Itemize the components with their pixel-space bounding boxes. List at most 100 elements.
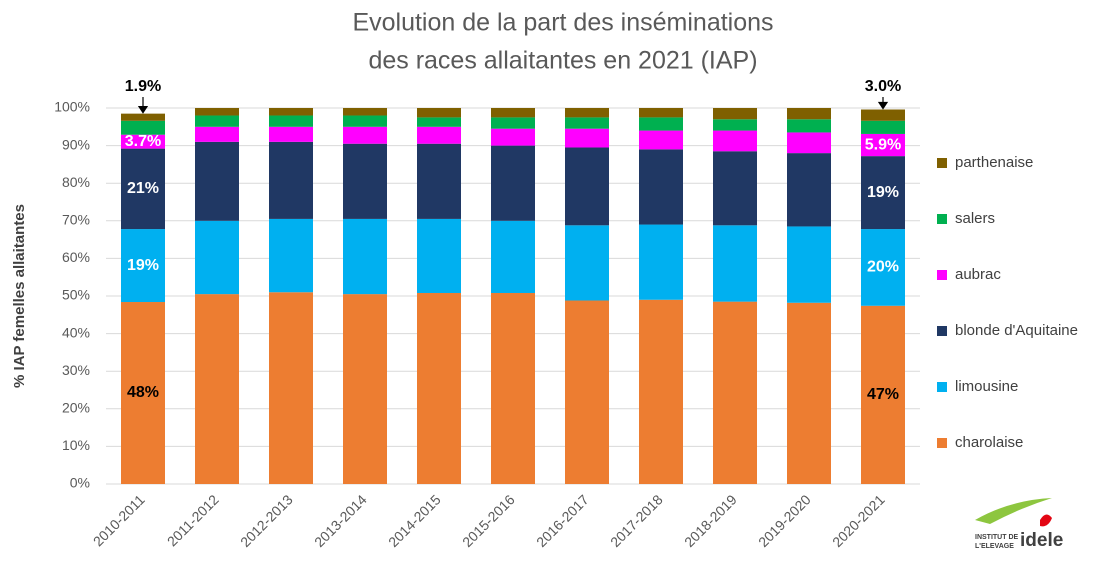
bar-segment [417,292,461,484]
logo-text: L'ELEVAGE [975,543,1014,550]
bar-segment [343,294,387,484]
legend-label: parthenaise [955,154,1033,171]
bar-segment [269,115,313,127]
bar-segment [787,302,831,484]
bar-segment [787,153,831,227]
x-tick-label: 2014-2015 [385,491,444,550]
bar-segment [639,130,683,150]
x-tick-label: 2010-2011 [90,491,148,549]
x-tick-label: 2011-2012 [164,491,222,549]
value-label: 3.0% [865,78,901,95]
y-tick-label: 0% [70,475,90,491]
bar-segment [713,151,757,226]
label-arrow [877,97,889,110]
y-tick-label: 60% [62,249,90,265]
chart-title: Evolution de la part des inséminations [352,9,773,37]
legend-swatch [937,438,947,448]
bar-segment [491,220,535,293]
bar-segment [713,119,757,131]
x-tick-label: 2015-2016 [459,491,518,550]
y-axis-label: % IAP femelles allaitantes [11,204,28,388]
bar-segment [417,218,461,293]
legend-swatch [937,214,947,224]
y-tick-label: 30% [62,362,90,378]
value-label: 20% [867,259,899,276]
bar-segment [565,147,609,226]
legend-label: limousine [955,378,1018,395]
x-tick-label: 2017-2018 [607,491,666,550]
bar-segment [195,115,239,127]
bar-segment [269,141,313,219]
bar-segment [417,108,461,118]
bar-segment [417,143,461,219]
bar-segment [861,305,905,484]
bar-segment [565,225,609,301]
bar-segment [491,108,535,118]
legend-label: blonde d'Aquitaine [955,322,1078,339]
legend-swatch [937,326,947,336]
bar-segment [713,108,757,120]
y-tick-label: 20% [62,400,90,416]
bar-segment [343,218,387,295]
bar-segment [861,156,905,230]
legend-label: salers [955,210,995,227]
bar-segment [861,109,905,121]
value-label: 5.9% [865,136,901,153]
bar-segment [343,143,387,219]
bar-segment [195,126,239,142]
bar-segment [195,220,239,295]
value-label: 1.9% [125,78,161,95]
bar-segment [565,108,609,118]
bar-segment [491,128,535,146]
logo-swoosh [975,498,1052,524]
bar-segment [639,108,683,118]
bar-segment [787,226,831,303]
x-tick-label: 2016-2017 [533,491,592,550]
bar-segment [343,108,387,116]
bar-segment [861,120,905,134]
y-tick-label: 70% [62,212,90,228]
bar-segment [639,299,683,484]
bar-segment [195,141,239,221]
bar-segment [195,108,239,116]
value-label: 48% [127,384,159,401]
bar-segment [269,292,313,484]
legend-swatch [937,158,947,168]
logo: INSTITUT DE L'ELEVAGE idele [975,498,1063,551]
y-tick-label: 100% [54,99,90,115]
bar-segment [343,115,387,127]
bar-segment [121,134,165,149]
logo-name: idele [1020,530,1063,551]
x-tick-label: 2012-2013 [237,491,296,550]
bar-segment [491,117,535,129]
y-tick-label: 90% [62,136,90,152]
bar-segment [121,302,165,484]
bar-segment [713,130,757,152]
legend-label: charolaise [955,434,1023,451]
bar-segment [639,117,683,131]
bar-segment [343,126,387,144]
logo-text: INSTITUT DE [975,534,1018,541]
bar-segment [269,108,313,116]
y-tick-label: 40% [62,324,90,340]
bar-segment [417,117,461,127]
bar-segment [713,225,757,302]
bar-segment [417,126,461,144]
value-label: 3.7% [125,133,161,150]
value-label: 19% [127,257,159,274]
legend-label: aubrac [955,266,1001,283]
bar-segment [491,292,535,484]
bar-segment [491,145,535,221]
bar-segment [565,128,609,148]
value-label: 21% [127,180,159,197]
bar-segment [121,120,165,135]
bar-segment [787,132,831,154]
chart-title: des races allaitantes en 2021 (IAP) [368,47,757,75]
bar-segment [639,224,683,300]
bar-segment [639,149,683,225]
x-tick-label: 2020-2021 [829,491,888,550]
bar-segment [269,218,313,293]
y-tick-label: 50% [62,287,90,303]
bar-segment [787,119,831,133]
